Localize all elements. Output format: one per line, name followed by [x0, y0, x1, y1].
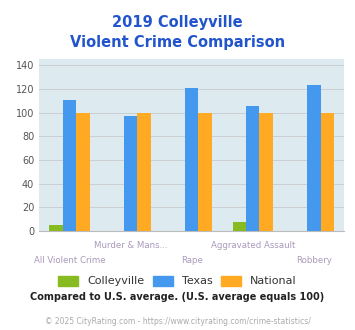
Text: © 2025 CityRating.com - https://www.cityrating.com/crime-statistics/: © 2025 CityRating.com - https://www.city…	[45, 317, 310, 326]
Text: Murder & Mans...: Murder & Mans...	[94, 241, 168, 250]
Bar	[185, 88, 198, 231]
Bar	[246, 106, 260, 231]
Text: Violent Crime Comparison: Violent Crime Comparison	[70, 35, 285, 50]
Bar	[63, 100, 76, 231]
Bar	[198, 113, 212, 231]
Text: Robbery: Robbery	[296, 256, 332, 265]
Bar	[260, 113, 273, 231]
Bar	[321, 113, 334, 231]
Text: Aggravated Assault: Aggravated Assault	[211, 241, 295, 250]
Text: Compared to U.S. average. (U.S. average equals 100): Compared to U.S. average. (U.S. average …	[31, 292, 324, 302]
Bar	[233, 221, 246, 231]
Text: 2019 Colleyville: 2019 Colleyville	[112, 15, 243, 30]
Legend: Colleyville, Texas, National: Colleyville, Texas, National	[54, 271, 301, 291]
Bar	[137, 113, 151, 231]
Text: Rape: Rape	[181, 256, 203, 265]
Bar	[124, 116, 137, 231]
Text: All Violent Crime: All Violent Crime	[34, 256, 105, 265]
Bar	[49, 225, 63, 231]
Bar	[307, 85, 321, 231]
Bar	[76, 113, 90, 231]
